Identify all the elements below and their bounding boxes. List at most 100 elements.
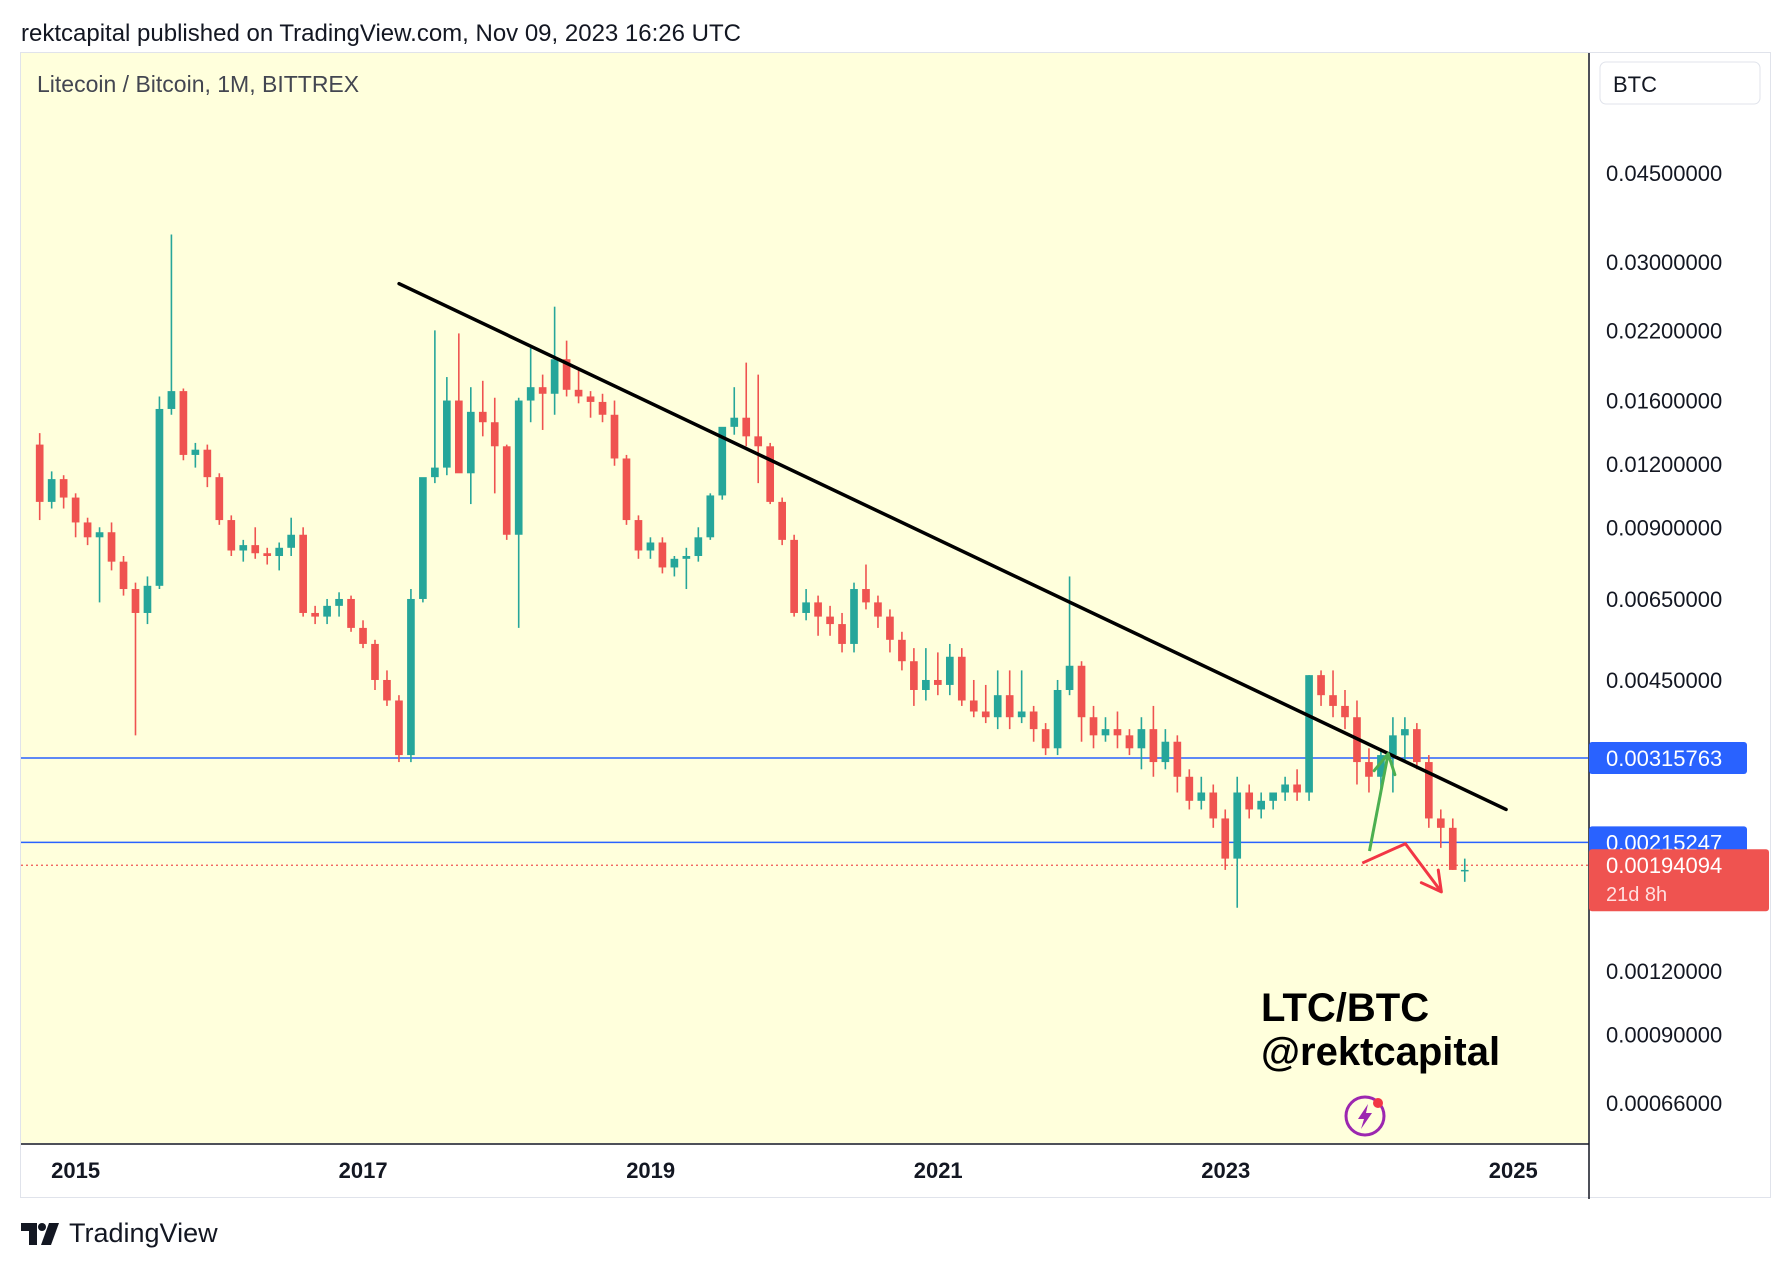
candle bbox=[910, 648, 918, 706]
price-tick-label: 0.00066000 bbox=[1606, 1091, 1722, 1116]
candle-body bbox=[826, 616, 834, 625]
candle bbox=[730, 387, 739, 435]
tradingview-footer[interactable]: TradingView bbox=[21, 1218, 218, 1249]
candle-body bbox=[790, 539, 798, 613]
candle bbox=[1197, 776, 1206, 810]
price-tick-label: 0.04500000 bbox=[1606, 161, 1722, 186]
price-tick-label: 0.02200000 bbox=[1606, 318, 1722, 343]
candle bbox=[826, 605, 834, 636]
candle-body bbox=[215, 477, 224, 521]
candle bbox=[323, 598, 331, 625]
candle-body bbox=[957, 656, 966, 701]
candle bbox=[287, 517, 296, 557]
candle bbox=[431, 330, 439, 484]
candle-body bbox=[538, 387, 547, 394]
candle-body bbox=[1317, 675, 1325, 696]
candle bbox=[1101, 717, 1110, 742]
candle-body bbox=[454, 400, 463, 474]
candle-body bbox=[754, 436, 763, 447]
candle bbox=[227, 515, 236, 557]
price-tick-label: 0.01600000 bbox=[1606, 389, 1722, 414]
candle-body bbox=[478, 411, 487, 423]
candle-body bbox=[862, 589, 870, 603]
candle-body bbox=[550, 359, 559, 394]
candle-body bbox=[251, 545, 260, 554]
level-price-tag-0[interactable]: 0.00315763 bbox=[1589, 742, 1747, 775]
plot-background[interactable] bbox=[21, 53, 1588, 1143]
price-tick-label: 0.00450000 bbox=[1606, 668, 1722, 693]
candle-body bbox=[371, 643, 379, 680]
currency-selector[interactable]: BTC bbox=[1599, 61, 1761, 105]
candle bbox=[1257, 792, 1266, 819]
last-price-tag[interactable]: 0.00194094 21d 8h bbox=[1589, 849, 1769, 912]
candle bbox=[514, 397, 523, 628]
candle-body bbox=[83, 522, 92, 538]
candle-body bbox=[1281, 784, 1289, 793]
candle-body bbox=[335, 598, 343, 606]
candle-body bbox=[802, 602, 810, 613]
candle-body bbox=[646, 542, 655, 551]
candle bbox=[1005, 670, 1014, 730]
bearish-arrow-head bbox=[1419, 868, 1443, 894]
candle bbox=[263, 547, 272, 565]
candle-body bbox=[1101, 729, 1110, 736]
candle bbox=[658, 537, 667, 574]
descending-trendline bbox=[397, 281, 1508, 812]
candle bbox=[670, 556, 679, 577]
candle bbox=[1113, 711, 1122, 749]
candle-body bbox=[359, 627, 367, 644]
candle-body bbox=[610, 414, 619, 459]
candle bbox=[922, 648, 930, 701]
candle-body bbox=[1448, 827, 1457, 870]
time-scale[interactable]: 2015 2017 2019 2021 2023 2025 bbox=[51, 1158, 1538, 1183]
candle bbox=[550, 306, 559, 415]
level-lines bbox=[21, 757, 1588, 866]
candle bbox=[143, 576, 152, 625]
time-tick-label: 2019 bbox=[626, 1158, 675, 1183]
price-chart[interactable]: 0.065000000.045000000.030000000.02200000… bbox=[21, 53, 1772, 1199]
candle bbox=[1413, 723, 1421, 770]
candle-body bbox=[227, 520, 236, 551]
chart-panel[interactable]: 0.065000000.045000000.030000000.02200000… bbox=[20, 52, 1772, 1199]
candle bbox=[275, 542, 284, 571]
candle-body bbox=[658, 542, 667, 568]
candle-body bbox=[179, 391, 188, 455]
candle bbox=[59, 475, 68, 509]
candle-body bbox=[1173, 741, 1182, 777]
price-tick-label: 0.00900000 bbox=[1606, 515, 1722, 540]
price-scale[interactable]: 0.065000000.045000000.030000000.02200000… bbox=[1589, 80, 1769, 1116]
candle-body bbox=[1424, 762, 1433, 819]
candle-body bbox=[1017, 711, 1026, 718]
price-tick-label: 0.00650000 bbox=[1606, 587, 1722, 612]
currency-label[interactable]: BTC bbox=[1613, 72, 1657, 97]
candle bbox=[1233, 776, 1242, 908]
candle-body bbox=[969, 700, 978, 712]
candle bbox=[419, 477, 427, 603]
candle bbox=[443, 377, 451, 476]
candle-body bbox=[1245, 792, 1254, 810]
candle bbox=[251, 527, 260, 559]
candle-body bbox=[981, 711, 990, 718]
candle bbox=[1436, 809, 1445, 848]
candle bbox=[502, 444, 511, 540]
candle-body bbox=[898, 639, 906, 662]
candle-body bbox=[419, 477, 427, 599]
lightning-icon[interactable] bbox=[1344, 1095, 1386, 1137]
candle bbox=[215, 473, 224, 525]
candle-body bbox=[1389, 735, 1397, 756]
candle bbox=[359, 620, 367, 649]
candle bbox=[1161, 729, 1170, 770]
candle bbox=[1089, 705, 1098, 749]
candle bbox=[886, 609, 894, 653]
candle bbox=[47, 471, 56, 509]
price-tick-label: 0.01200000 bbox=[1606, 452, 1722, 477]
candle-body bbox=[107, 532, 116, 562]
candle bbox=[131, 582, 140, 736]
candle bbox=[371, 639, 379, 690]
candle-body bbox=[742, 417, 751, 437]
candle-body bbox=[155, 408, 164, 586]
candle bbox=[407, 589, 415, 763]
candle bbox=[1053, 679, 1062, 756]
watermark-pair: LTC/BTC bbox=[1261, 986, 1429, 1030]
time-tick-label: 2017 bbox=[339, 1158, 388, 1183]
